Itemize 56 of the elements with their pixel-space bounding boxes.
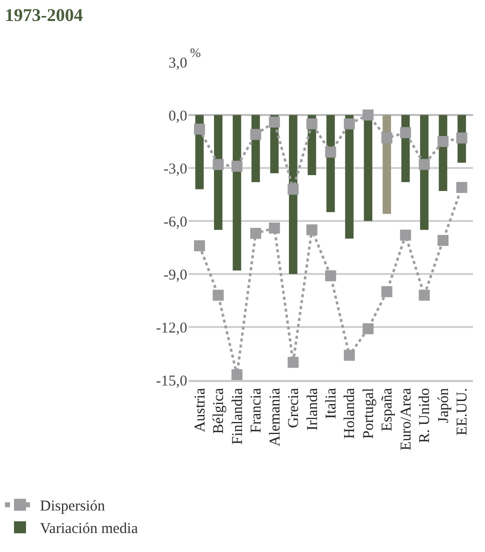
point [344,350,355,361]
text: 1973-2004 [4,4,83,25]
point [438,136,449,147]
x-tick-label: Bélgica [211,388,228,434]
y-tick-label: -12,0 [156,320,188,336]
x-tick-label: EE.UU. [454,388,471,436]
point [362,323,374,334]
point [231,160,242,172]
legend-label: Variación media [40,521,138,538]
point [250,228,262,239]
point [456,132,468,144]
x-tick-label: Irlanda [304,388,321,430]
point [400,230,412,241]
point [306,224,318,236]
point [381,286,392,298]
point [268,222,280,234]
x-tick-label: R. Unido [417,388,434,444]
point [362,110,374,120]
x-tick-label: Austria [192,388,208,432]
x-tick-label: Francia [248,388,265,433]
y-tick-label: -6,0 [164,214,188,230]
point [325,146,336,158]
point [325,270,336,282]
x-tick-label: Japón [436,388,452,423]
point [400,127,412,138]
y-tick-label: 3,0 [168,55,188,72]
point [194,124,205,135]
point [438,234,449,246]
point [212,290,224,301]
point [418,290,430,301]
point [194,240,205,252]
y-tick-label: 0,0 [168,108,188,124]
point [456,182,468,193]
x-tick-label: Italia [324,388,340,419]
point [250,128,262,140]
point [418,158,430,170]
y-tick-label: -9,0 [164,267,188,284]
x-tick-label: Finlandia [230,388,246,445]
legend-label: Dispersión [40,498,106,515]
x-tick-label: Grecia [286,388,302,428]
point [231,369,242,380]
point [288,184,299,195]
x-tick-label: Holanda [342,388,358,439]
x-tick-label: Alemania [267,388,284,446]
point [306,118,318,130]
y-tick-label: -15,0 [156,373,188,390]
x-tick-label: Euro/Area [398,388,414,450]
point [288,356,299,368]
point [344,118,355,130]
point [212,158,224,170]
y-tick-label: -3,0 [164,161,188,178]
point [381,132,392,144]
y-axis-title: % [190,45,201,60]
x-tick-label: Portugal [360,388,377,439]
x-tick-label: España [380,388,396,432]
point [268,116,280,128]
